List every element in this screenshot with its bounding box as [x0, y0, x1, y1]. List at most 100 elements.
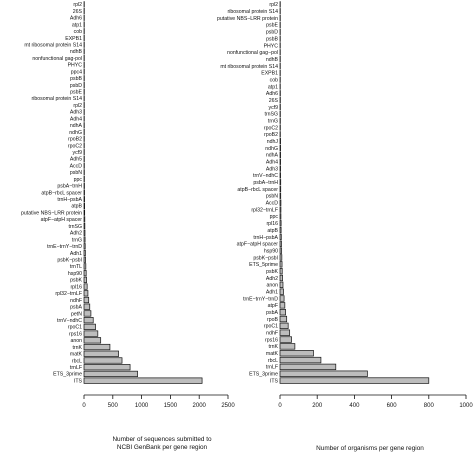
- right-bar-53: [279, 363, 337, 371]
- right-category-label-7: nonfunctional gag−pol: [227, 50, 278, 56]
- right-category-label-9: mt ribosomal protein S14: [220, 64, 278, 70]
- right-category-label-8: ndhB: [266, 57, 279, 63]
- right-category-label-52: rbcL: [268, 358, 278, 364]
- right-category-label-22: ndhA: [266, 153, 279, 159]
- right-category-label-46: rpoB: [267, 317, 278, 323]
- left-bar-49: [83, 330, 99, 337]
- right-bar-23: [279, 158, 281, 165]
- right-category-label-18: rpoC2: [264, 125, 278, 131]
- left-bar-55: [83, 370, 138, 378]
- left-category-label-17: Adh4: [70, 116, 82, 122]
- right-x-axis: 0 200 400 600 800 1000: [278, 394, 473, 409]
- left-category-label-6: mt ribosomal protein S14: [24, 42, 82, 48]
- left-bar-32: [83, 216, 86, 223]
- right-category-label-55: ITS: [270, 378, 279, 384]
- left-category-label-46: petN: [71, 311, 82, 317]
- left-category-label-47: trnV−ndhC: [57, 318, 82, 324]
- right-category-label-6: PHYC: [264, 43, 279, 49]
- left-bar-42: [83, 283, 88, 290]
- left-x-tick-label-5: 2500: [221, 403, 235, 409]
- left-bar-51: [83, 343, 111, 351]
- left-bar-56: [83, 377, 203, 384]
- left-category-label-21: rpoC2: [68, 143, 82, 149]
- left-x-tick-label-2: 1000: [135, 403, 149, 409]
- right-bar-24: [279, 165, 281, 172]
- right-bars: [279, 1, 430, 384]
- left-bar-54: [83, 364, 131, 371]
- left-category-label-37: Adh1: [70, 251, 82, 257]
- right-category-label-24: Adh3: [266, 166, 278, 172]
- left-category-label-18: ndhA: [70, 123, 83, 129]
- left-bar-38: [83, 256, 86, 263]
- left-category-label-11: psbB: [70, 76, 82, 82]
- right-x-axis-title: Number of organisms per gene region: [316, 445, 424, 452]
- left-category-label-44: ndhF: [70, 298, 82, 304]
- left-category-label-15: rpl2: [73, 103, 82, 109]
- right-category-label-49: rps16: [265, 337, 278, 343]
- right-bar-45: [279, 309, 286, 316]
- right-category-label-15: ycf9: [268, 105, 278, 111]
- right-bar-55: [279, 377, 430, 384]
- left-bar-39: [83, 263, 87, 270]
- left-category-label-38: psbK−psbI: [57, 257, 82, 263]
- right-bar-26: [279, 179, 282, 186]
- left-bar-35: [83, 236, 86, 243]
- left-category-label-2: Adh6: [70, 16, 82, 22]
- left-category-label-36: trnE−trnY−trnD: [47, 244, 82, 250]
- right-category-label-34: trnH−psbA: [253, 235, 278, 241]
- left-category-label-3: atp1: [72, 22, 82, 28]
- left-category-label-10: ppc4: [71, 69, 82, 75]
- right-x-tick-label-5: 1000: [459, 403, 473, 409]
- left-bar-43: [83, 290, 89, 297]
- left-category-label-29: trnH−psbA: [57, 197, 82, 203]
- right-category-label-47: rpoC1: [264, 324, 278, 330]
- left-category-label-35: trnG: [72, 237, 82, 243]
- right-category-label-31: ppc: [270, 214, 279, 220]
- left-category-label-28: atpB−rbcL spacer: [41, 190, 82, 196]
- right-bar-30: [279, 206, 282, 213]
- left-bar-46: [83, 310, 92, 317]
- left-category-label-14: ribosomal protein S14: [32, 96, 83, 102]
- right-x-tick-label-4: 800: [424, 403, 435, 409]
- right-x-tick-label-1: 200: [312, 403, 323, 409]
- right-bar-51: [279, 350, 314, 357]
- right-bar-20: [279, 138, 281, 145]
- left-bar-34: [83, 229, 86, 236]
- right-bar-46: [279, 315, 288, 323]
- left-category-label-16: Adh3: [70, 110, 82, 116]
- right-bar-47: [279, 322, 289, 330]
- right-category-label-37: psbK−psbI: [253, 255, 278, 261]
- left-category-label-25: psbN: [70, 170, 82, 176]
- right-category-label-2: putative NBS−LRR protein: [217, 16, 278, 22]
- left-category-label-34: Adh2: [70, 231, 82, 237]
- right-category-label-30: rpl32−trnLF: [251, 207, 278, 213]
- right-bar-32: [279, 220, 282, 227]
- left-category-label-12: psbD: [70, 83, 82, 89]
- right-category-label-11: cob: [270, 77, 278, 83]
- right-bar-41: [279, 281, 284, 288]
- left-category-label-32: atpF−atpH spacer: [41, 217, 83, 223]
- left-bar-40: [83, 270, 87, 277]
- left-category-label-1: 26S: [73, 9, 83, 15]
- left-category-label-53: rbcL: [72, 358, 82, 364]
- left-category-label-50: anon: [70, 338, 82, 344]
- left-category-label-13: psbE: [70, 90, 82, 96]
- left-category-label-0: rpl2: [73, 2, 82, 8]
- right-category-label-53: trnLF: [266, 365, 278, 371]
- left-bar-44: [83, 296, 90, 304]
- right-category-label-48: ndhF: [266, 331, 278, 337]
- right-bar-28: [279, 192, 282, 200]
- right-x-tick-label-3: 600: [387, 403, 398, 409]
- right-category-label-44: atpF: [268, 303, 278, 309]
- right-category-label-36: hsp90: [264, 248, 278, 254]
- left-bars: [83, 1, 203, 384]
- left-category-label-45: psbA: [70, 305, 82, 311]
- left-category-label-23: Adh5: [70, 157, 82, 163]
- left-category-label-55: ETS_3prime: [53, 372, 82, 378]
- left-bar-37: [83, 249, 86, 257]
- right-category-label-12: atp1: [268, 84, 278, 90]
- right-bar-50: [279, 343, 296, 350]
- left-x-tick-label-0: 0: [82, 403, 86, 409]
